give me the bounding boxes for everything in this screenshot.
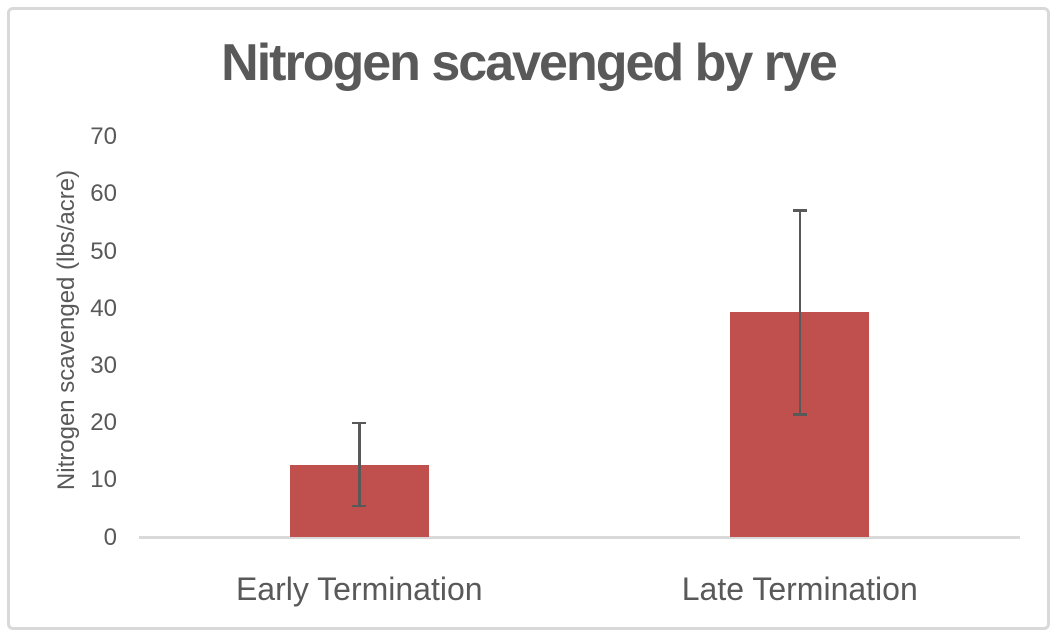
y-tick-label: 70 — [90, 123, 117, 151]
y-tick-label: 0 — [103, 523, 117, 551]
error-bar-cap-bottom — [792, 413, 807, 416]
y-tick-label: 10 — [90, 466, 117, 494]
error-bar-cap-bottom — [352, 504, 367, 508]
y-tick-label: 60 — [90, 180, 117, 208]
error-bar-cap-top — [792, 209, 807, 212]
error-bar-cap-top — [352, 421, 367, 425]
category-label: Early Termination — [235, 571, 483, 607]
category-label: Late Termination — [681, 571, 918, 607]
error-bar-line — [358, 423, 361, 507]
x-axis-line — [139, 535, 1020, 539]
y-tick-label: 40 — [90, 294, 117, 322]
chart-title: Nitrogen scavenged by rye — [221, 34, 838, 92]
y-tick-label: 50 — [90, 237, 117, 265]
error-bar-line — [798, 210, 801, 415]
chart-frame — [7, 7, 1050, 630]
y-tick-label: 20 — [90, 409, 117, 437]
y-tick-label: 30 — [90, 351, 117, 379]
